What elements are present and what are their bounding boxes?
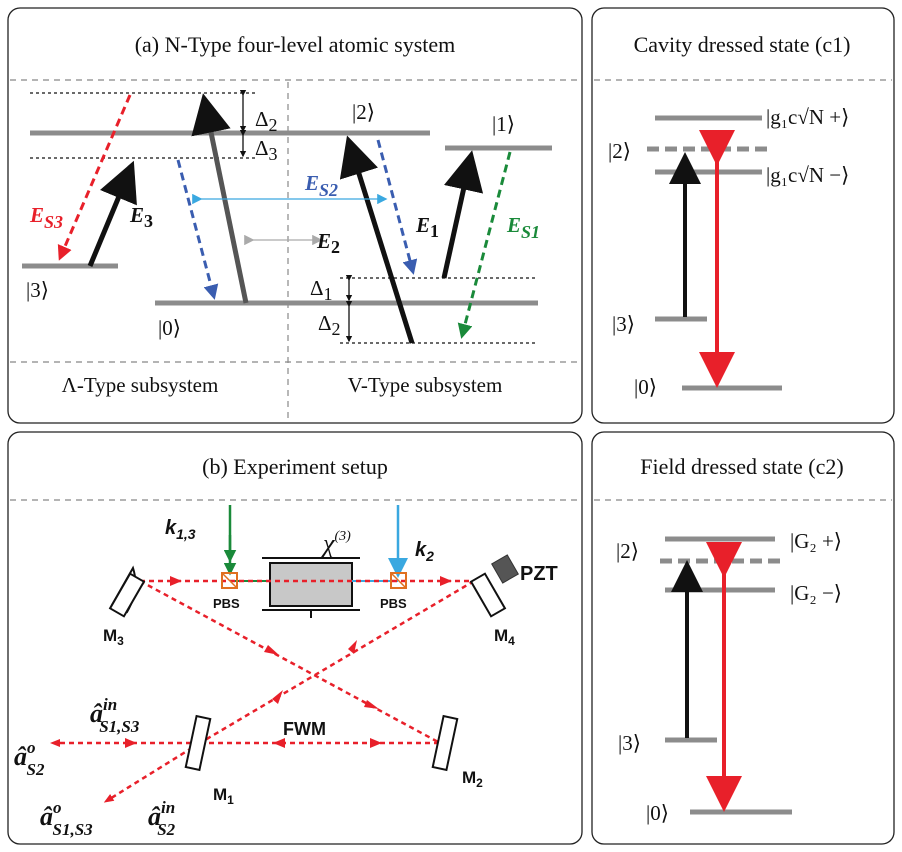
E3-arrow xyxy=(87,160,137,267)
a-o-s13-label: âo S1,S3 xyxy=(40,798,93,839)
panel-c1-frame xyxy=(591,7,895,424)
pbs-left-label: PBS xyxy=(213,596,240,611)
state-3-label: |3⟩ xyxy=(618,731,641,755)
a-in-s13-label: âin S1,S3 xyxy=(90,695,140,736)
E1-label: E1 xyxy=(415,213,439,241)
m1-label: M1 xyxy=(213,785,234,807)
k2-label: k2 xyxy=(415,539,434,564)
mirror-m2 xyxy=(431,714,459,772)
E3-label: E3 xyxy=(129,203,153,231)
ES2-arrow xyxy=(176,159,219,300)
panel-b-title: (b) Experiment setup xyxy=(202,454,388,479)
beam-arrow xyxy=(125,738,137,748)
pzt-label: PZT xyxy=(520,563,558,585)
dressed-minus-label: |g₁c√N −⟩ xyxy=(766,163,849,187)
ES1-arrow xyxy=(457,151,512,339)
beam-arrow xyxy=(272,690,283,704)
panel-c1: Cavity dressed state (c1) |g₁c√N +⟩ |g₁c… xyxy=(591,7,895,424)
chi3-label: χ(3) xyxy=(320,529,351,558)
state-1-label: |1⟩ xyxy=(492,112,515,136)
pbs-right-label: PBS xyxy=(380,596,407,611)
k13-label: k1,3 xyxy=(165,517,196,542)
E1-conj-arrow xyxy=(376,139,418,275)
state-2-label: |2⟩ xyxy=(352,100,375,124)
v-subsystem-caption: V-Type subsystem xyxy=(348,373,503,397)
state-3-label: |3⟩ xyxy=(26,278,49,302)
beam-arrow xyxy=(440,576,452,586)
m2-label: M2 xyxy=(462,768,483,790)
pzt-block xyxy=(491,554,519,584)
ES2-label: ES2 xyxy=(304,171,338,200)
delta2-label: Δ2 xyxy=(255,107,278,135)
beam-arrow xyxy=(370,738,382,748)
fwm-label: FWM xyxy=(283,719,326,739)
beam-arrow xyxy=(170,576,182,586)
panel-c2: Field dressed state (c2) |G₂ +⟩ |G₂ −⟩ |… xyxy=(591,431,895,845)
state-0-label: |0⟩ xyxy=(634,375,657,399)
pbs-diagonal xyxy=(390,572,407,589)
beam-arrow xyxy=(264,645,279,655)
panel-c2-title: Field dressed state (c2) xyxy=(640,454,843,479)
delta1-label: Δ1 xyxy=(310,276,333,304)
a-in-s2-label: âin S2 xyxy=(148,798,176,839)
mirror-m1 xyxy=(184,714,212,772)
panel-a: (a) N-Type four-level atomic system |3⟩ … xyxy=(7,7,583,424)
output-beam xyxy=(103,741,201,803)
m4-label: M4 xyxy=(494,626,515,648)
dressed-plus-label: |g₁c√N +⟩ xyxy=(766,105,849,129)
lambda-subsystem-caption: Λ-Type subsystem xyxy=(62,373,219,397)
panel-a-frame xyxy=(7,7,583,424)
pbs-right xyxy=(390,572,407,589)
delta3-label: Δ3 xyxy=(255,136,278,164)
dressed-plus-label: |G₂ +⟩ xyxy=(790,529,842,553)
pbs-left xyxy=(221,572,238,589)
state-0-label: |0⟩ xyxy=(646,801,669,825)
delta2-lower-label: Δ2 xyxy=(318,311,341,339)
panel-a-title: (a) N-Type four-level atomic system xyxy=(135,32,456,57)
state-0-label: |0⟩ xyxy=(158,316,181,340)
beam-arrow xyxy=(348,640,357,654)
dressed-minus-label: |G₂ −⟩ xyxy=(790,581,842,605)
m3-label: M3 xyxy=(103,626,124,648)
ES3-arrow xyxy=(57,94,132,261)
panel-c2-frame xyxy=(591,431,895,845)
state-2-label: |2⟩ xyxy=(616,539,639,563)
pbs-diagonal xyxy=(221,572,238,589)
cavity-diagonal-beam xyxy=(139,579,441,745)
E1-arrow xyxy=(441,150,484,279)
cavity-diagonal-beam xyxy=(199,579,475,745)
E2-arrow xyxy=(339,135,415,344)
panel-b: (b) Experiment setup χ(3) k1,3 k2 xyxy=(7,431,583,845)
beam-arrow xyxy=(364,700,379,709)
a-o-s2-label: âo S2 xyxy=(14,738,45,779)
mirror-m4 xyxy=(469,572,507,618)
beam-arrow xyxy=(273,738,285,748)
panel-c1-title: Cavity dressed state (c1) xyxy=(634,32,851,57)
atomic-cell xyxy=(269,562,353,607)
ES1-label: ES1 xyxy=(506,213,540,242)
state-2-label: |2⟩ xyxy=(608,139,631,163)
E2-label: E2 xyxy=(316,229,340,257)
mirror-m3-body xyxy=(108,572,146,618)
state-3-label: |3⟩ xyxy=(612,312,635,336)
ES3-label: ES3 xyxy=(29,203,63,232)
